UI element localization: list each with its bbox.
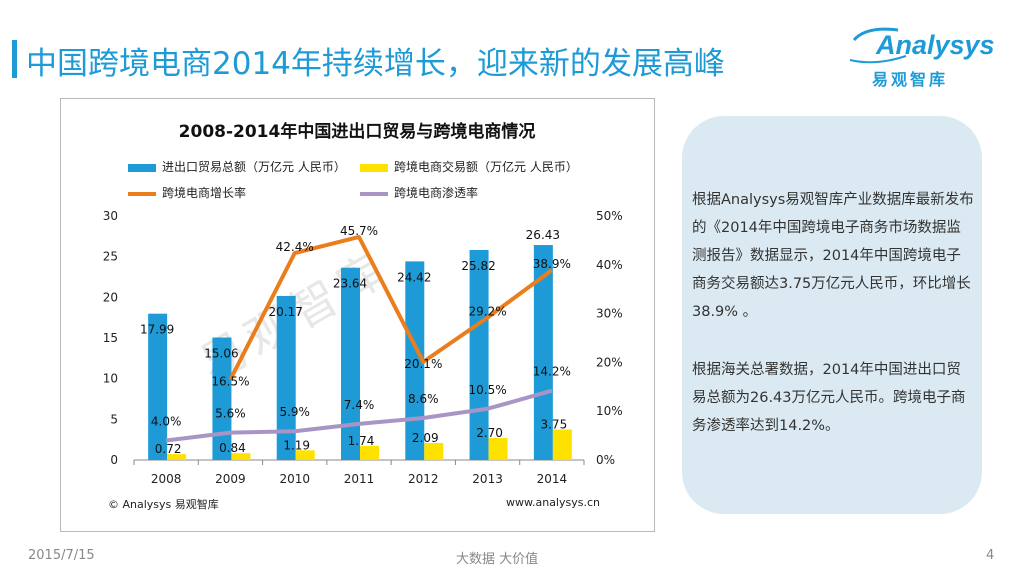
y-left-tick-label: 0 bbox=[110, 453, 118, 467]
bar-trade-total bbox=[533, 245, 553, 460]
chart-title: 2008-2014年中国进出口贸易与跨境电商情况 bbox=[178, 122, 536, 142]
legend-penetration-rate: 跨境电商渗透率 bbox=[360, 184, 478, 201]
bar-ecommerce-volume bbox=[295, 450, 315, 460]
label-trade-total: 24.42 bbox=[397, 270, 431, 284]
legend-ecommerce-volume: 跨境电商交易额（万亿元 人民币） bbox=[360, 158, 578, 175]
y-right-tick-label: 30% bbox=[596, 307, 623, 321]
label-growth-rate: 29.2% bbox=[469, 305, 507, 319]
y-right-tick-label: 20% bbox=[596, 355, 623, 369]
bar-trade-total bbox=[341, 267, 360, 460]
y-left-tick-label: 5 bbox=[110, 412, 118, 426]
bar-ecommerce-volume bbox=[488, 438, 508, 460]
bar-ecommerce-volume bbox=[424, 443, 444, 460]
y-left-tick-label: 10 bbox=[103, 372, 118, 386]
label-growth-rate: 45.7% bbox=[340, 224, 378, 238]
label-penetration-rate: 5.6% bbox=[215, 407, 246, 421]
bar-trade-total bbox=[405, 261, 425, 460]
copyright-text: © Analysys 易观智库 bbox=[108, 498, 219, 511]
y-right-tick-label: 40% bbox=[596, 258, 623, 272]
bar-ecommerce-volume bbox=[360, 445, 379, 460]
x-tick-label: 2008 bbox=[151, 472, 182, 486]
footer-date: 2015/7/15 bbox=[28, 548, 95, 563]
x-tick-label: 2014 bbox=[537, 472, 568, 486]
legend-swatch-blue bbox=[128, 163, 156, 172]
label-ecommerce-volume: 2.09 bbox=[412, 431, 439, 445]
y-right-tick-label: 0% bbox=[596, 453, 615, 467]
legend-swatch-orange bbox=[128, 191, 156, 196]
label-trade-total: 15.06 bbox=[204, 347, 238, 361]
summary-paragraph-2: 根据海关总署数据，2014年中国进出口贸易总额为26.43万亿元人民币。跨境电子… bbox=[692, 362, 966, 434]
label-growth-rate: 38.9% bbox=[533, 257, 571, 271]
label-penetration-rate: 10.5% bbox=[469, 383, 507, 397]
legend-label-trade-total: 进出口贸易总额（万亿元 人民币） bbox=[162, 160, 346, 174]
label-penetration-rate: 5.9% bbox=[279, 405, 310, 419]
summary-paragraph-1: 根据Analysys易观智库产业数据库最新发布的《2014年中国跨境电子商务市场… bbox=[692, 192, 974, 320]
analysys-logo: Analysys 易观智库 bbox=[846, 26, 996, 89]
website-text: www.analysys.cn bbox=[506, 496, 600, 509]
footer-slogan: 大数据 大价值 bbox=[456, 552, 539, 567]
y-left-tick-label: 25 bbox=[103, 250, 118, 264]
label-growth-rate: 42.4% bbox=[276, 240, 314, 254]
label-ecommerce-volume: 1.19 bbox=[283, 438, 310, 452]
x-tick-label: 2009 bbox=[215, 472, 246, 486]
label-penetration-rate: 4.0% bbox=[151, 414, 182, 428]
bar-trade-total bbox=[148, 313, 168, 460]
label-ecommerce-volume: 0.84 bbox=[219, 441, 246, 455]
page-title: 中国跨境电商2014年持续增长，迎来新的发展高峰 bbox=[26, 46, 725, 82]
x-tick-label: 2012 bbox=[408, 472, 439, 486]
logo-word: Analysys bbox=[876, 30, 995, 60]
x-tick-label: 2010 bbox=[279, 472, 310, 486]
y-left-tick-label: 30 bbox=[103, 209, 118, 223]
legend-label-ecommerce-volume: 跨境电商交易额（万亿元 人民币） bbox=[394, 160, 578, 174]
title-accent-bar bbox=[12, 40, 17, 78]
label-penetration-rate: 8.6% bbox=[408, 392, 439, 406]
y-right-tick-label: 50% bbox=[596, 209, 623, 223]
logo-swoosh-icon bbox=[849, 27, 907, 64]
legend-swatch-purple bbox=[360, 191, 388, 196]
page-number: 4 bbox=[986, 548, 995, 563]
label-trade-total: 25.82 bbox=[461, 259, 495, 273]
label-growth-rate: 20.1% bbox=[404, 357, 442, 371]
y-right-tick-label: 10% bbox=[596, 404, 623, 418]
label-penetration-rate: 7.4% bbox=[344, 398, 375, 412]
x-tick-label: 2013 bbox=[472, 472, 503, 486]
summary-panel bbox=[682, 116, 982, 514]
label-ecommerce-volume: 1.74 bbox=[348, 434, 375, 448]
label-trade-total: 17.99 bbox=[140, 323, 174, 337]
label-trade-total: 20.17 bbox=[269, 305, 303, 319]
legend-label-penetration-rate: 跨境电商渗透率 bbox=[394, 186, 479, 200]
x-tick-label: 2011 bbox=[344, 472, 375, 486]
label-trade-total: 26.43 bbox=[526, 228, 560, 242]
label-ecommerce-volume: 2.70 bbox=[476, 426, 503, 440]
legend-label-growth-rate: 跨境电商增长率 bbox=[162, 186, 247, 200]
y-left-tick-label: 20 bbox=[103, 290, 118, 304]
label-ecommerce-volume: 3.75 bbox=[540, 418, 567, 432]
line-penetration-rate bbox=[165, 388, 553, 443]
label-ecommerce-volume: 0.72 bbox=[155, 442, 182, 456]
bar-trade-total bbox=[212, 337, 232, 460]
legend-growth-rate: 跨境电商增长率 bbox=[128, 184, 246, 201]
legend-trade-total: 进出口贸易总额（万亿元 人民币） bbox=[128, 158, 346, 175]
label-growth-rate: 16.5% bbox=[211, 374, 249, 388]
logo-chinese-name: 易观智库 bbox=[872, 70, 949, 89]
bar-ecommerce-volume bbox=[167, 454, 187, 460]
line-growth-rate bbox=[228, 234, 554, 381]
label-trade-total: 23.64 bbox=[333, 277, 367, 291]
bar-trade-total bbox=[276, 295, 296, 460]
y-left-tick-label: 15 bbox=[103, 331, 118, 345]
bar-ecommerce-volume bbox=[552, 429, 572, 460]
bar-ecommerce-volume bbox=[231, 453, 251, 460]
legend-swatch-yellow bbox=[360, 163, 388, 172]
label-penetration-rate: 14.2% bbox=[533, 365, 571, 379]
